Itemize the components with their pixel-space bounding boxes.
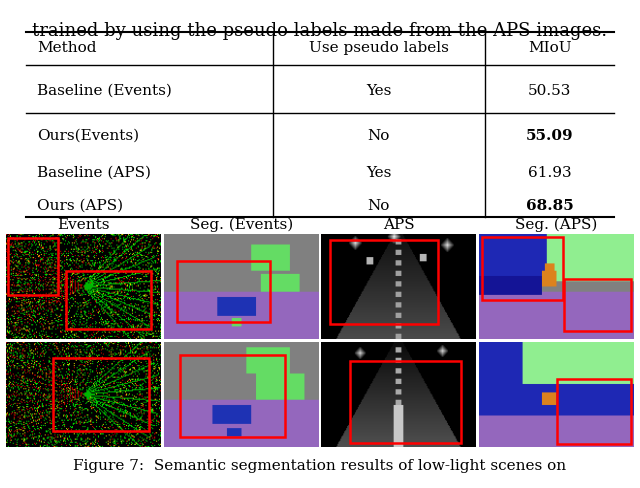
Text: Figure 7:  Semantic segmentation results of low-light scenes on: Figure 7: Semantic segmentation results …	[74, 459, 566, 473]
Text: Ours (APS): Ours (APS)	[37, 199, 124, 213]
Text: Method: Method	[37, 41, 97, 56]
Bar	[53, 358, 149, 431]
Text: 55.09: 55.09	[526, 128, 573, 142]
Bar	[330, 240, 438, 324]
Text: Use pseudo labels: Use pseudo labels	[309, 41, 449, 56]
Text: Events: Events	[58, 218, 110, 232]
Text: Seg. (APS): Seg. (APS)	[515, 218, 597, 232]
Bar	[180, 355, 285, 437]
Text: Seg. (Events): Seg. (Events)	[189, 218, 293, 232]
Text: 68.85: 68.85	[525, 199, 573, 213]
Text: Yes: Yes	[366, 84, 392, 98]
Bar	[483, 237, 563, 300]
Text: APS: APS	[383, 218, 415, 232]
Text: 61.93: 61.93	[528, 165, 572, 180]
Bar	[564, 279, 631, 331]
Bar	[8, 238, 58, 295]
Text: Baseline (APS): Baseline (APS)	[37, 165, 152, 180]
Bar	[349, 361, 461, 443]
Text: Yes: Yes	[366, 165, 392, 180]
Text: trained by using the pseudo labels made from the APS images.: trained by using the pseudo labels made …	[33, 22, 607, 40]
Text: Baseline (Events): Baseline (Events)	[37, 84, 172, 98]
Bar	[177, 261, 269, 322]
Text: Ours(Events): Ours(Events)	[37, 128, 140, 142]
Bar	[557, 379, 631, 444]
Bar	[66, 271, 151, 329]
Text: MIoU: MIoU	[528, 41, 572, 56]
Text: 50.53: 50.53	[528, 84, 572, 98]
Text: No: No	[368, 199, 390, 213]
Text: No: No	[368, 128, 390, 142]
